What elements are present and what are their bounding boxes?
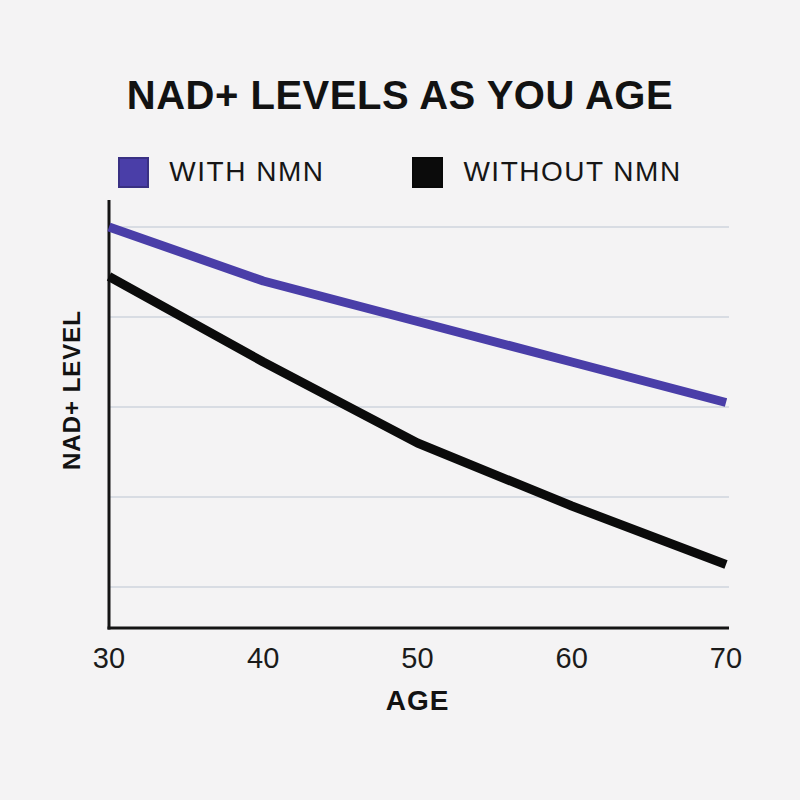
legend-item-with-nmn: WITH NMN	[118, 156, 324, 188]
line-chart-plot	[80, 195, 745, 640]
x-tick-label-50: 50	[401, 641, 433, 675]
chart-title: NAD+ LEVELS AS YOU AGE	[0, 72, 800, 118]
legend-label-without-nmn: WITHOUT NMN	[463, 156, 681, 188]
without-nmn-swatch-icon	[412, 157, 443, 188]
x-axis-title: AGE	[386, 684, 450, 718]
legend: WITH NMN WITHOUT NMN	[0, 156, 800, 188]
x-tick-label-30: 30	[93, 641, 125, 675]
legend-item-without-nmn: WITHOUT NMN	[412, 156, 681, 188]
with-nmn-line	[109, 227, 726, 403]
x-tick-label-40: 40	[247, 641, 279, 675]
with-nmn-swatch-icon	[118, 157, 149, 188]
chart-canvas: NAD+ LEVELS AS YOU AGE WITH NMN WITHOUT …	[0, 0, 800, 800]
x-tick-label-70: 70	[710, 641, 742, 675]
legend-label-with-nmn: WITH NMN	[169, 156, 324, 188]
x-tick-label-60: 60	[556, 641, 588, 675]
